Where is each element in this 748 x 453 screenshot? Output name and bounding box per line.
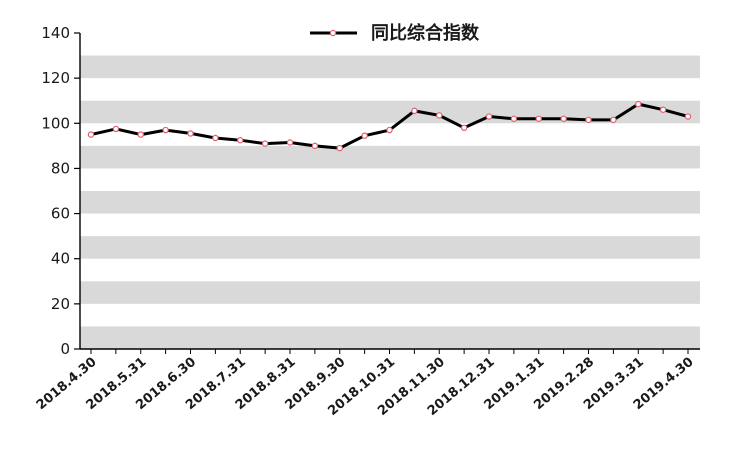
data-point [436, 112, 443, 119]
series-layer [87, 100, 692, 152]
data-point [659, 106, 667, 113]
y-tick-label: 100 [41, 114, 70, 132]
data-point [560, 115, 567, 122]
data-point [137, 131, 144, 138]
grid-band [80, 191, 700, 214]
y-tick-label: 0 [60, 340, 70, 358]
data-point [187, 130, 194, 137]
grid-band [80, 55, 700, 79]
data-point [610, 116, 617, 124]
data-point [336, 144, 343, 152]
data-point [112, 125, 120, 133]
y-tick-label: 80 [51, 159, 70, 177]
legend-marker [329, 29, 337, 37]
data-point [585, 116, 592, 124]
grid-band [80, 236, 700, 259]
data-point [212, 134, 219, 142]
legend: 同比综合指数 [310, 22, 480, 44]
data-point [535, 115, 542, 122]
y-tick-label: 20 [51, 295, 70, 313]
data-point [485, 113, 493, 120]
data-point [460, 124, 468, 132]
x-tick-labels: 2018.4.302018.5.312018.6.302018.7.312018… [34, 355, 697, 419]
data-point [635, 100, 642, 108]
data-point [237, 137, 244, 144]
data-point [162, 126, 169, 134]
y-tick-label: 40 [51, 250, 70, 268]
data-point [684, 113, 692, 120]
y-tick-label: 140 [41, 24, 70, 42]
grid-band [80, 281, 700, 304]
data-point [286, 139, 294, 146]
grid-bands [80, 55, 700, 349]
data-point [411, 107, 418, 115]
data-point [87, 131, 95, 138]
legend-label: 同比综合指数 [371, 22, 480, 44]
data-point [386, 126, 393, 134]
data-point [261, 140, 269, 147]
grid-band [80, 145, 700, 169]
axes [74, 32, 700, 354]
data-point [311, 142, 319, 150]
data-point [510, 115, 518, 122]
grid-band [80, 326, 700, 349]
data-point [361, 132, 368, 139]
y-tick-label: 120 [41, 69, 70, 87]
y-tick-labels: 0 20 40 60 80 100 120 140 [41, 24, 70, 358]
y-tick-label: 60 [51, 205, 70, 223]
